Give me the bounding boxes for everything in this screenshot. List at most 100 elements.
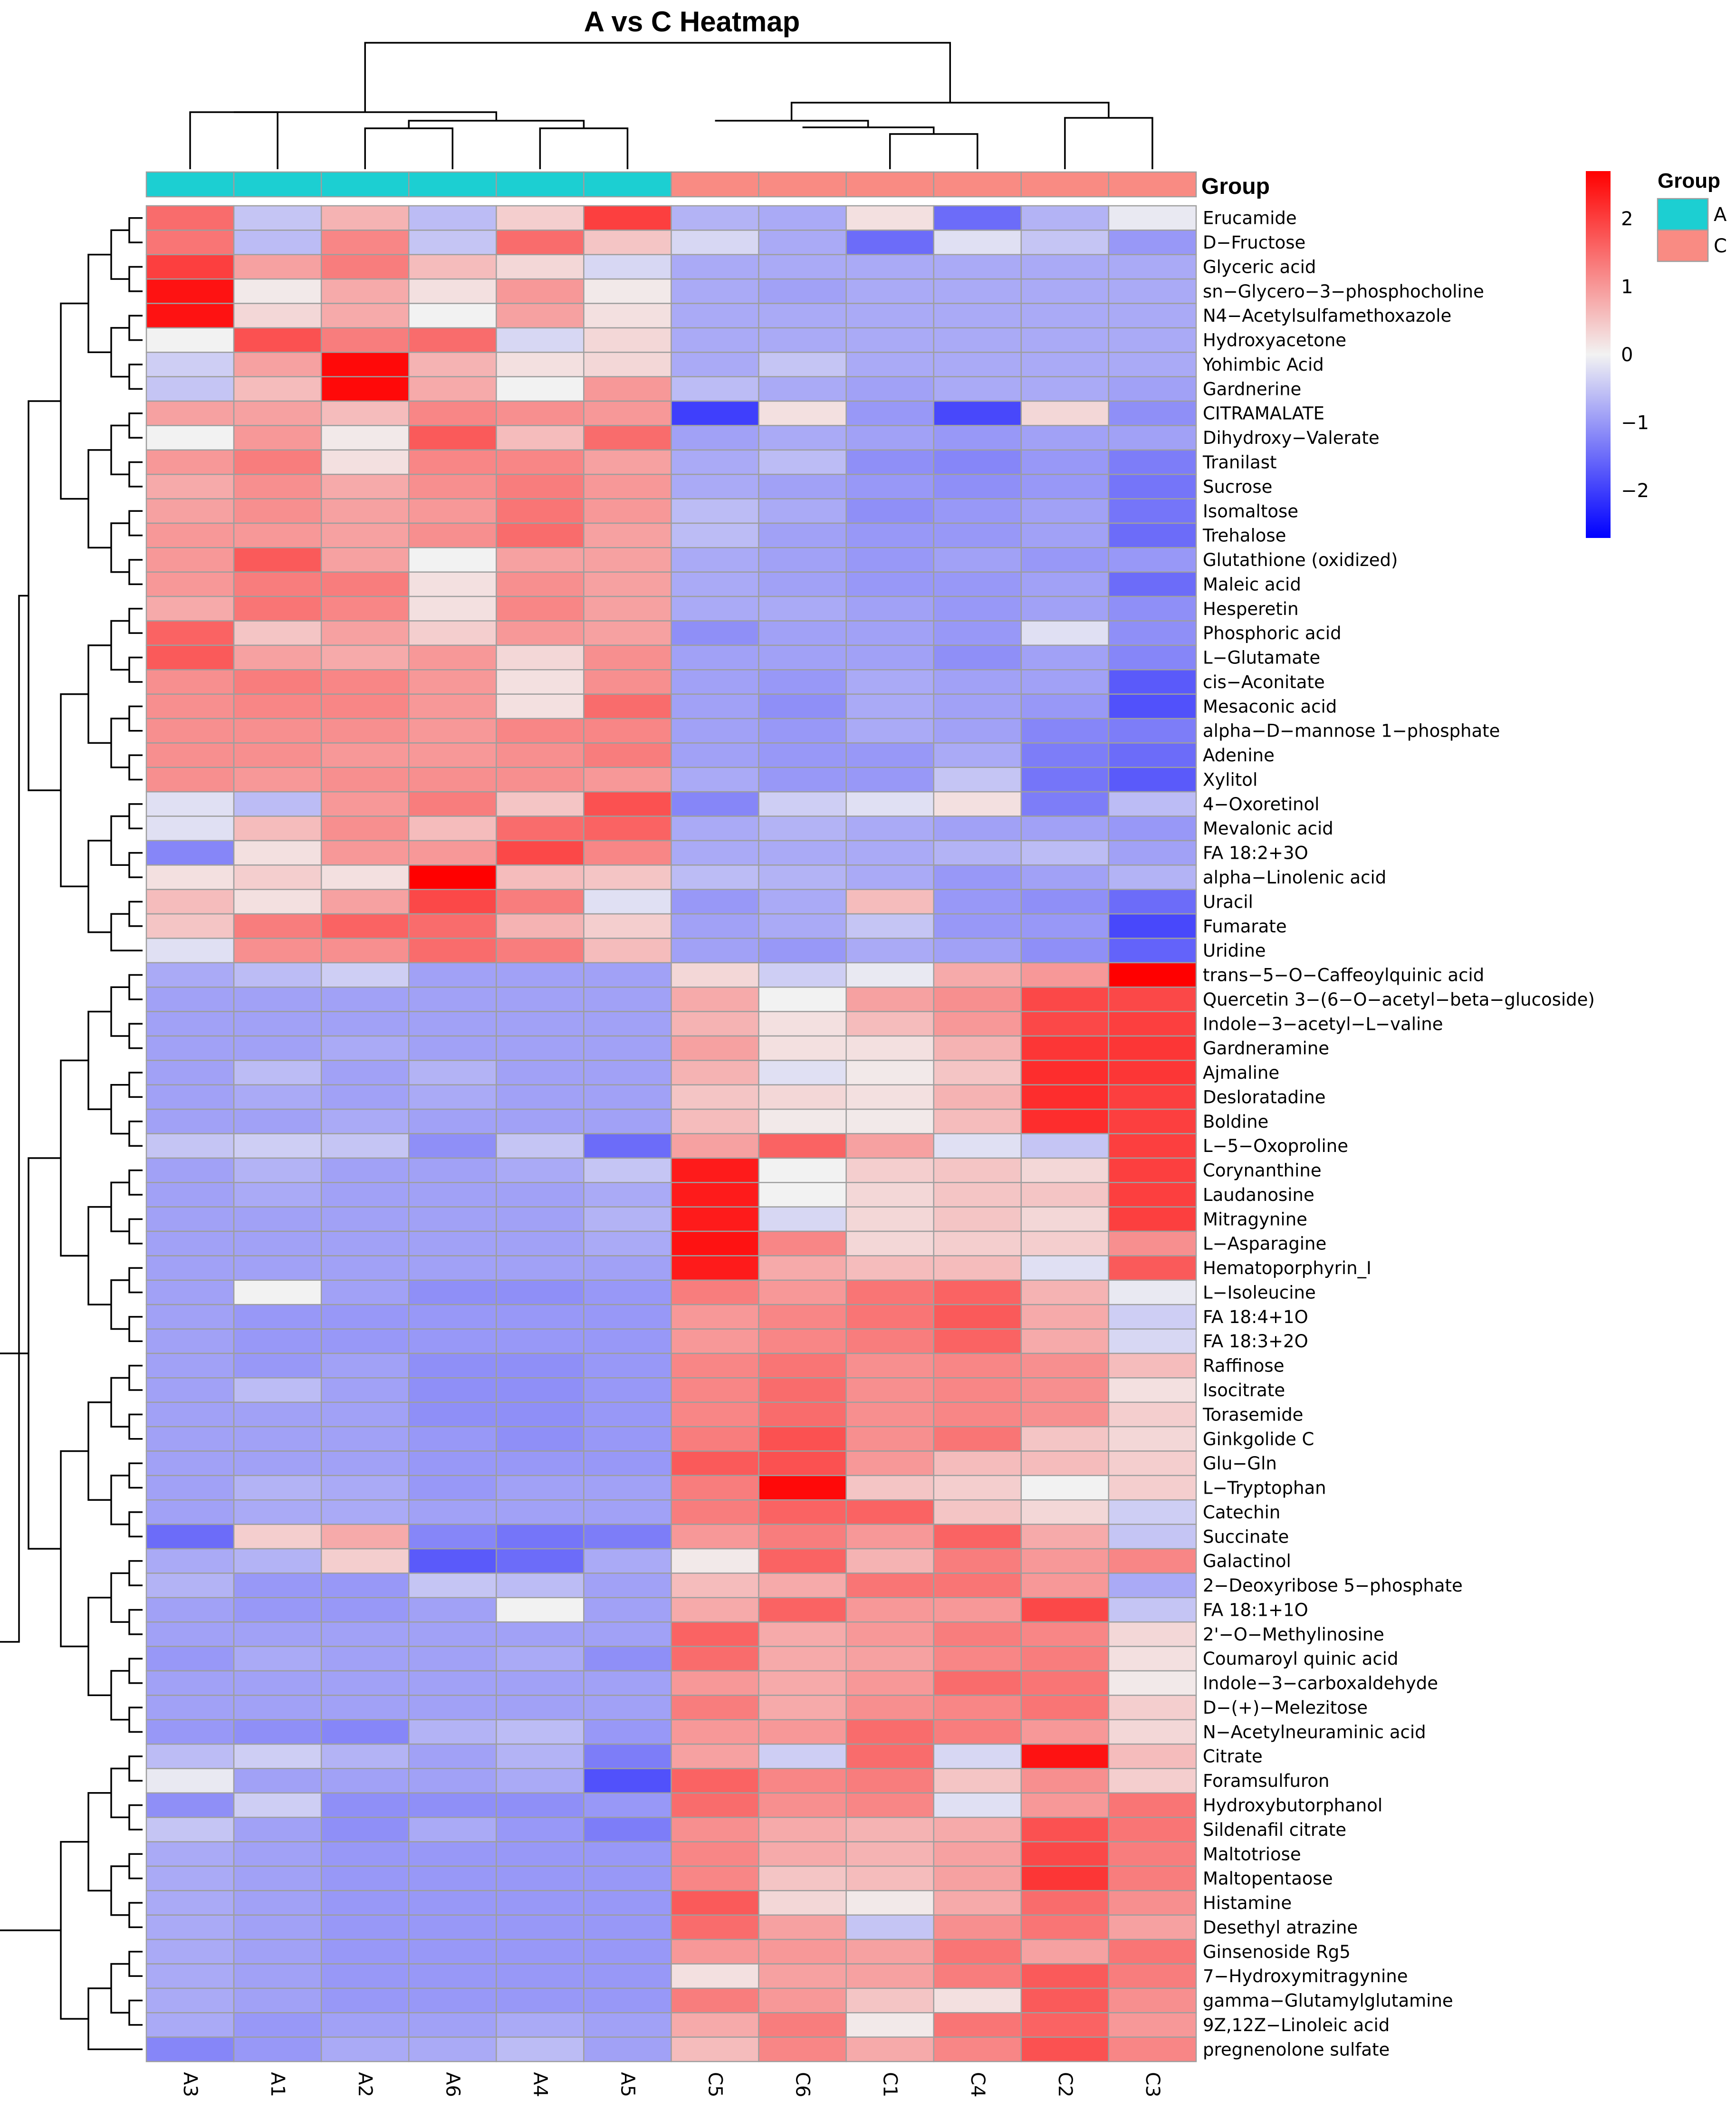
heatmap-cell xyxy=(320,718,410,744)
heatmap-cell xyxy=(408,400,497,426)
row-dendrogram-branch xyxy=(110,1084,129,1135)
heatmap-cell xyxy=(320,1573,410,1598)
heatmap-cell xyxy=(496,889,585,915)
heatmap-cell xyxy=(1108,913,1197,939)
heatmap-cell xyxy=(496,1743,585,1769)
heatmap-cell xyxy=(845,1353,934,1379)
heatmap-cell xyxy=(583,1719,672,1745)
heatmap-cell xyxy=(758,767,847,793)
column-dendrogram-branch xyxy=(715,120,869,127)
heatmap-cell xyxy=(583,230,672,256)
heatmap-cell xyxy=(758,1768,847,1794)
heatmap-cell xyxy=(496,1157,585,1183)
row-label: Hesperetin xyxy=(1203,599,1299,619)
row-dendrogram-branch xyxy=(128,803,143,829)
heatmap-cell xyxy=(1108,1841,1197,1867)
row-dendrogram-branch xyxy=(128,1511,143,1538)
heatmap-cell xyxy=(758,1475,847,1501)
heatmap-cell xyxy=(1020,1304,1110,1330)
heatmap-cell xyxy=(145,205,235,231)
heatmap-cell xyxy=(145,278,235,304)
group-annotation-cell xyxy=(1020,171,1110,198)
heatmap-cell xyxy=(1020,815,1110,842)
heatmap-cell xyxy=(408,669,497,695)
row-dendrogram-branch xyxy=(128,974,143,1000)
heatmap-cell xyxy=(758,815,847,842)
column-dendrogram-branch xyxy=(802,126,935,134)
heatmap-cell xyxy=(758,400,847,426)
heatmap-cell xyxy=(758,938,847,964)
heatmap-cell xyxy=(583,693,672,719)
heatmap-cell xyxy=(1020,1524,1110,1550)
heatmap-cell xyxy=(496,1426,585,1452)
row-label: Histamine xyxy=(1203,1893,1292,1913)
row-label: Dihydroxy−Valerate xyxy=(1203,428,1380,448)
heatmap-cell xyxy=(1108,547,1197,573)
heatmap-cell xyxy=(1020,693,1110,719)
heatmap-cell xyxy=(1108,1157,1197,1183)
heatmap-cell xyxy=(1108,2012,1197,2038)
heatmap-cell xyxy=(233,205,322,231)
heatmap-cell xyxy=(845,1255,934,1281)
heatmap-cell xyxy=(671,571,759,597)
heatmap-cell xyxy=(758,1548,847,1574)
heatmap-cell xyxy=(1020,1792,1110,1818)
row-label: Isomaltose xyxy=(1203,501,1298,521)
heatmap-cell xyxy=(671,1108,759,1134)
heatmap-cell xyxy=(233,1377,322,1403)
heatmap-cell xyxy=(758,2036,847,2062)
heatmap-cell xyxy=(845,327,934,353)
heatmap-cell xyxy=(233,1841,322,1867)
heatmap-cell xyxy=(233,1695,322,1720)
heatmap-cell xyxy=(583,278,672,304)
heatmap-cell xyxy=(845,547,934,573)
heatmap-cell xyxy=(1020,1230,1110,1257)
heatmap-cell xyxy=(496,1719,585,1745)
heatmap-cell xyxy=(933,1816,1022,1842)
heatmap-cell xyxy=(145,620,235,646)
row-dendrogram-branch xyxy=(110,986,129,1037)
heatmap-cell xyxy=(845,1719,934,1745)
heatmap-cell xyxy=(583,1304,672,1330)
group-annotation-cell xyxy=(496,171,585,198)
row-label: D−Fructose xyxy=(1203,232,1305,253)
heatmap-cell xyxy=(1108,303,1197,329)
heatmap-cell xyxy=(233,498,322,524)
group-legend-swatch xyxy=(1657,229,1709,262)
heatmap-cell xyxy=(145,718,235,744)
heatmap-cell xyxy=(758,1914,847,1940)
heatmap-cell xyxy=(233,1084,322,1110)
heatmap-cell xyxy=(320,1646,410,1672)
heatmap-cell xyxy=(671,1768,759,1794)
heatmap-cell xyxy=(758,1426,847,1452)
heatmap-cell xyxy=(496,1841,585,1867)
row-label: Indole−3−acetyl−L−valine xyxy=(1203,1014,1443,1034)
heatmap-cell xyxy=(671,1426,759,1452)
heatmap-cell xyxy=(583,473,672,499)
heatmap-cell xyxy=(933,1621,1022,1647)
row-label: Erucamide xyxy=(1203,208,1297,229)
heatmap-cell xyxy=(496,1963,585,1989)
heatmap-cell xyxy=(583,1353,672,1379)
heatmap-cell xyxy=(671,1792,759,1818)
heatmap-cell xyxy=(145,791,235,817)
heatmap-cell xyxy=(320,938,410,964)
heatmap-cell xyxy=(496,473,585,499)
heatmap-cell xyxy=(671,1255,759,1281)
heatmap-cell xyxy=(671,986,759,1012)
heatmap-cell xyxy=(758,693,847,719)
heatmap-cell xyxy=(1108,962,1197,988)
heatmap-cell xyxy=(320,620,410,646)
heatmap-cell xyxy=(496,205,585,231)
heatmap-cell xyxy=(145,547,235,573)
row-dendrogram-branch xyxy=(128,1413,143,1440)
heatmap-cell xyxy=(1020,2012,1110,2038)
heatmap-cell xyxy=(233,1768,322,1794)
row-label: Gardnerine xyxy=(1203,379,1301,399)
heatmap-cell xyxy=(933,1377,1022,1403)
heatmap-cell xyxy=(1020,254,1110,280)
heatmap-cell xyxy=(1020,718,1110,744)
heatmap-cells xyxy=(145,205,1197,2062)
row-dendrogram-branch xyxy=(128,754,143,781)
row-label: Uracil xyxy=(1203,892,1253,912)
